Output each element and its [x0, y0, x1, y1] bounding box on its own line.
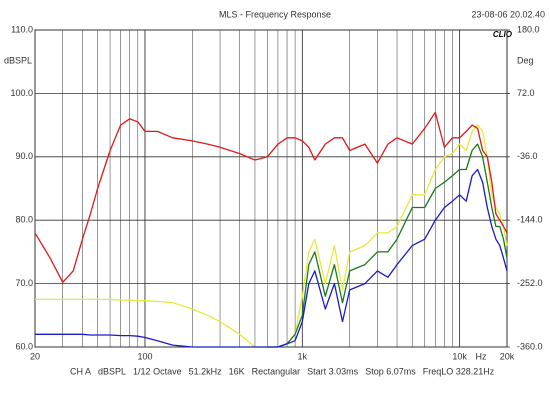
- footer-item: Stop 6.07ms: [365, 366, 416, 376]
- x-tick-label: 20: [30, 351, 40, 361]
- y2-tick-label: 180.0: [517, 24, 540, 34]
- y-tick-label: 60.0: [15, 341, 33, 351]
- x-tick-label: 20k: [500, 351, 515, 361]
- footer-item: CH A: [70, 366, 91, 376]
- series-line: [34, 111, 508, 283]
- y2-tick-label: -36.0: [517, 151, 538, 161]
- y2-tick-label: -360.0: [517, 341, 543, 351]
- series-line: [35, 168, 508, 348]
- y-axis-label: dBSPL: [4, 55, 32, 65]
- footer-item: 1/12 Octave: [133, 366, 182, 376]
- footer-item: 51.2kHz: [189, 366, 223, 376]
- footer-item: FreqLO 328.21Hz: [423, 366, 495, 376]
- footer-item: Start 3.03ms: [307, 366, 359, 376]
- x-tick-label: 10k: [452, 351, 467, 361]
- y-tick-label: 70.0: [15, 278, 33, 288]
- series-line: [267, 143, 508, 348]
- footer-item: dBSPL: [98, 366, 126, 376]
- x-tick-label: 100: [137, 351, 152, 361]
- y2-tick-label: -252.0: [517, 278, 543, 288]
- logo: CLIO: [493, 30, 513, 39]
- x-tick-label: 1k: [298, 351, 308, 361]
- timestamp: 23-08-06 20.02.40: [471, 9, 545, 19]
- y-tick-label: 90.0: [15, 151, 33, 161]
- footer-item: 16K: [229, 366, 245, 376]
- y-tick-label: 110.0: [11, 24, 33, 34]
- series-line: [35, 124, 508, 348]
- y2-tick-label: 72.0: [517, 88, 535, 98]
- footer-item: Rectangular: [252, 366, 301, 376]
- y2-axis-label: Deg: [517, 55, 534, 65]
- y2-tick-label: -144.0: [517, 215, 543, 225]
- chart-title: MLS - Frequency Response: [219, 9, 331, 19]
- y-tick-label: 100.0: [10, 88, 33, 98]
- x-unit-label: Hz: [476, 351, 487, 361]
- y-tick-label: 80.0: [15, 215, 33, 225]
